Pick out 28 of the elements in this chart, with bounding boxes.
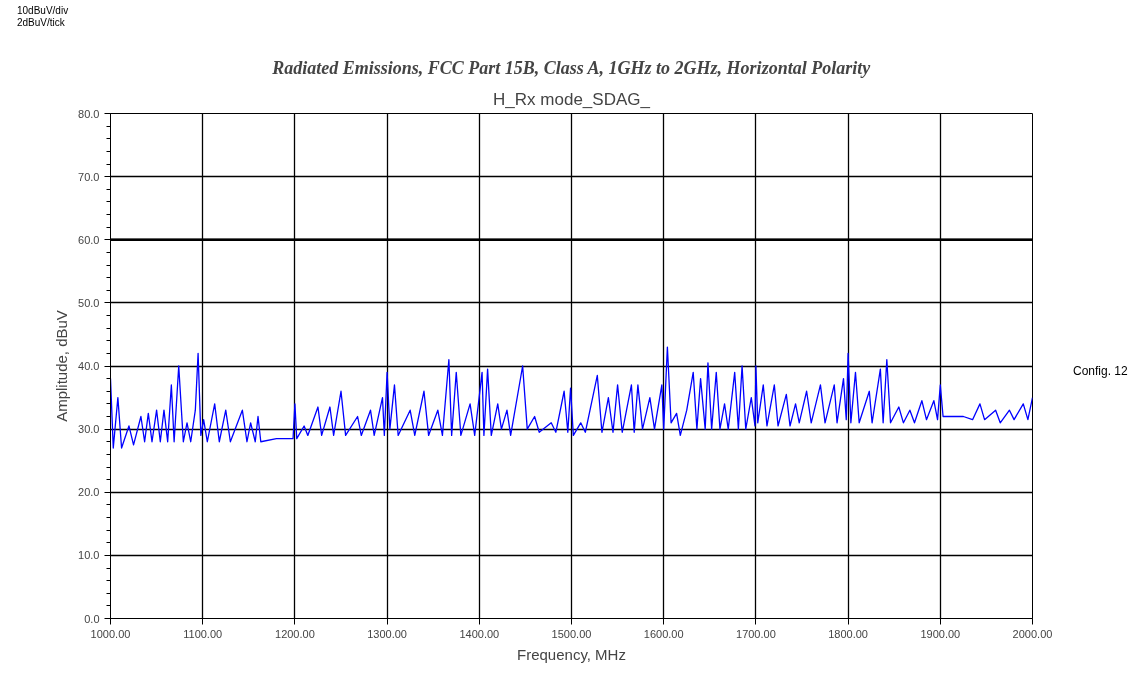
text: 10dBuV/div xyxy=(17,5,69,16)
y-tick-label: 80.0 xyxy=(78,107,100,120)
x-tick-label: 1400.00 xyxy=(459,627,500,640)
chart-subtitle: Radiated Emissions, FCC Part 15B, Class A, 1GHz to 2GHz, Horizontal Polarity xyxy=(271,57,872,78)
x-tick-label: 1300.00 xyxy=(367,627,407,640)
x-tick-label: 1000.00 xyxy=(90,627,131,640)
y-tick-label: 10.0 xyxy=(78,549,100,562)
x-tick-label: 1100.00 xyxy=(183,627,223,640)
x-tick-label: 1600.00 xyxy=(643,627,684,640)
x-tick-label: 1700.00 xyxy=(736,627,776,640)
y-tick-label: 40.0 xyxy=(78,360,100,372)
text: 2dBuV/tick xyxy=(17,17,65,28)
x-axis-title: Frequency, MHz xyxy=(517,645,626,663)
x-tick-label: 1900.00 xyxy=(920,627,961,640)
y-tick-label: 20.0 xyxy=(78,486,100,499)
x-tick-label: 1200.00 xyxy=(275,627,315,640)
y-tick-label: 70.0 xyxy=(78,170,100,183)
text: Config. 12 xyxy=(1073,363,1128,380)
line-series xyxy=(110,346,1033,449)
y-tick-label: 50.0 xyxy=(78,296,100,309)
y-tick-label: 60.0 xyxy=(78,233,100,246)
y-tick-label: 0.0 xyxy=(84,612,100,625)
x-tick-label: 1500.00 xyxy=(551,627,592,640)
chart-title: H_Rx mode_SDAG_ xyxy=(493,89,651,109)
x-tick-label: 2000.00 xyxy=(1012,627,1053,640)
x-tick-label: 1800.00 xyxy=(828,627,868,640)
y-tick-label: 30.0 xyxy=(78,423,100,436)
y-axis-title: Amplitude, dBuV xyxy=(53,310,71,422)
